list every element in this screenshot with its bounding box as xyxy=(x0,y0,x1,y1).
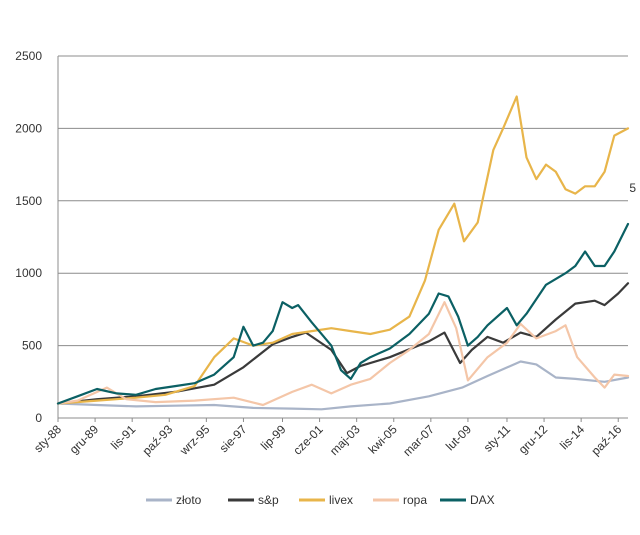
x-tick-label: maj-03 xyxy=(327,422,363,458)
x-tick-label: paź-16 xyxy=(589,422,625,458)
y-tick-label: 1500 xyxy=(15,194,42,208)
legend-label: s&p xyxy=(258,493,279,507)
legend-label: złoto xyxy=(176,493,202,507)
x-tick-label: paź-93 xyxy=(140,422,176,458)
y-tick-label: 2000 xyxy=(15,121,42,135)
grid-lines xyxy=(58,55,628,419)
x-tick-label: mar-07 xyxy=(400,422,437,459)
x-tick-label: gru-12 xyxy=(516,422,551,457)
x-tick-label: gru-89 xyxy=(67,422,102,457)
series-line-0 xyxy=(56,360,630,411)
x-tick-label: lip-99 xyxy=(258,422,289,453)
x-tick-label: cze-01 xyxy=(290,422,326,458)
series-line-1 xyxy=(56,282,630,405)
x-tick-label: sie-97 xyxy=(217,422,250,455)
y-tick-label: 500 xyxy=(22,339,42,353)
y-axis-ticks: 0 500 1000 1500 2000 2500 xyxy=(15,49,42,425)
legend-label: ropa xyxy=(403,493,427,507)
x-tick-label: sty-11 xyxy=(481,422,514,455)
x-tick-label: sty-88 xyxy=(31,422,64,455)
x-tick-label: kwi-05 xyxy=(365,422,400,457)
series-line-3 xyxy=(56,301,630,407)
y-tick-label: 0 xyxy=(35,411,42,425)
x-tick-label: lis-91 xyxy=(108,422,138,452)
x-tick-label: wrz-95 xyxy=(176,422,212,458)
x-tick-label: lis-14 xyxy=(557,422,587,452)
y-tick-label: 1000 xyxy=(15,266,42,280)
annotations: 5 xyxy=(629,181,636,195)
y-tick-label: 2500 xyxy=(15,49,42,63)
edge-annotation: 5 xyxy=(629,181,636,195)
x-tick-label: lut-09 xyxy=(443,422,474,453)
series-line-4 xyxy=(56,222,630,405)
series-line-2 xyxy=(56,95,630,405)
legend: złoto s&p livex ropa DAX xyxy=(146,493,495,507)
legend-label: DAX xyxy=(470,493,495,507)
series-lines xyxy=(56,95,630,411)
legend-label: livex xyxy=(329,493,353,507)
